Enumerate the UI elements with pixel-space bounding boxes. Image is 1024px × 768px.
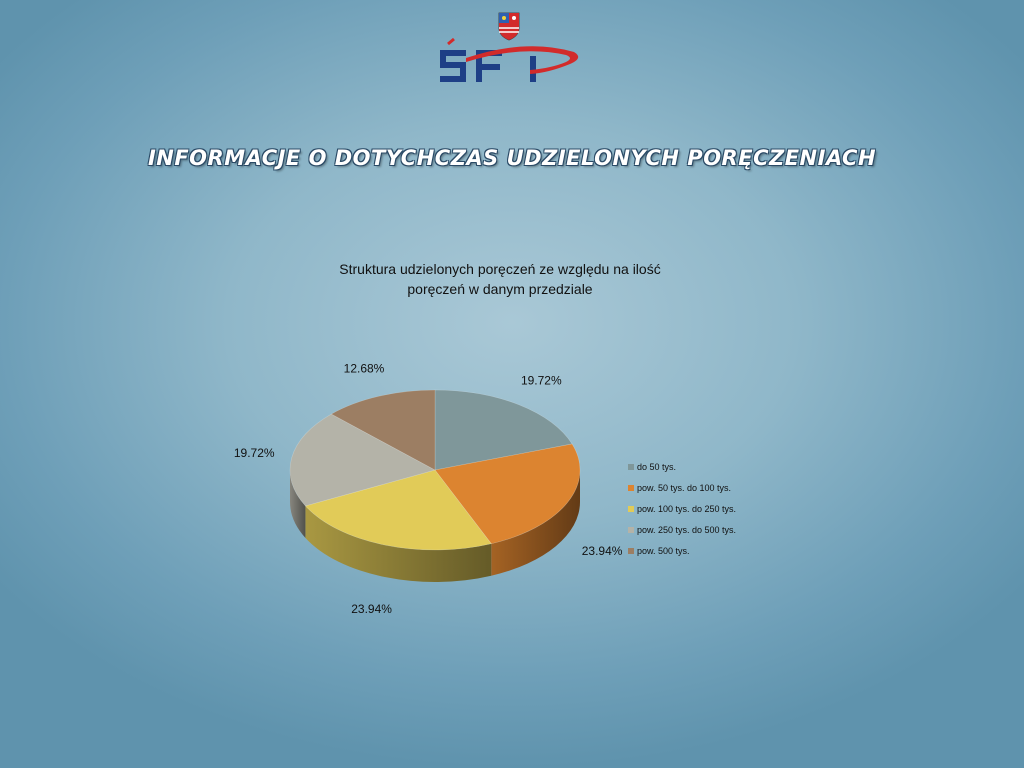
data-label-0: 19.72%	[521, 373, 562, 387]
legend-item: do 50 tys.	[628, 456, 788, 477]
legend-swatch	[628, 505, 634, 512]
pie-slice-1	[434, 443, 581, 545]
slide-title: INFORMACJE O DOTYCHCZAS UDZIELONYCH PORĘ…	[147, 146, 877, 170]
sfp-logo	[440, 12, 579, 82]
chart-title-line-1: Struktura udzielonych poręczeń ze względ…	[339, 261, 661, 277]
pie-sides	[290, 470, 580, 583]
data-label-4: 12.68%	[344, 362, 385, 376]
legend-swatch	[628, 463, 634, 470]
legend-swatch	[628, 484, 634, 491]
legend-item: pow. 100 tys. do 250 tys.	[628, 498, 788, 519]
legend-item: pow. 250 tys. do 500 tys.	[628, 519, 788, 540]
legend-swatch	[628, 526, 634, 533]
legend-item: pow. 50 tys. do 100 tys.	[628, 477, 788, 498]
sfp-letters	[440, 37, 579, 82]
chart-title-line-2: poręczeń w danym przedziale	[407, 281, 593, 297]
data-label-2: 23.94%	[351, 602, 392, 616]
pie-slice-2	[304, 469, 492, 551]
chart-title: Struktura udzielonych poręczeń ze względ…	[300, 259, 700, 299]
legend-label: pow. 250 tys. do 500 tys.	[637, 524, 737, 535]
legend-label: pow. 100 tys. do 250 tys.	[637, 503, 737, 514]
legend-swatch	[628, 547, 634, 554]
legend-label: pow. 500 tys.	[637, 545, 690, 556]
data-label-3: 19.72%	[234, 446, 275, 460]
pie-side-1	[491, 470, 580, 576]
pie-slice-0	[434, 389, 573, 471]
legend-label: pow. 50 tys. do 100 tys.	[637, 482, 732, 493]
legend-label: do 50 tys.	[637, 461, 677, 472]
pie-side-3	[290, 470, 306, 538]
pie-side-2	[305, 505, 492, 583]
pie-slice-3	[289, 413, 436, 507]
pie-slice-4	[330, 389, 436, 471]
chart-legend: do 50 tys. pow. 50 tys. do 100 tys. pow. 1…	[628, 456, 788, 561]
data-label-1: 23.94%	[582, 544, 623, 558]
legend-item: pow. 500 tys.	[628, 540, 788, 561]
coat-of-arms-icon	[498, 12, 520, 41]
